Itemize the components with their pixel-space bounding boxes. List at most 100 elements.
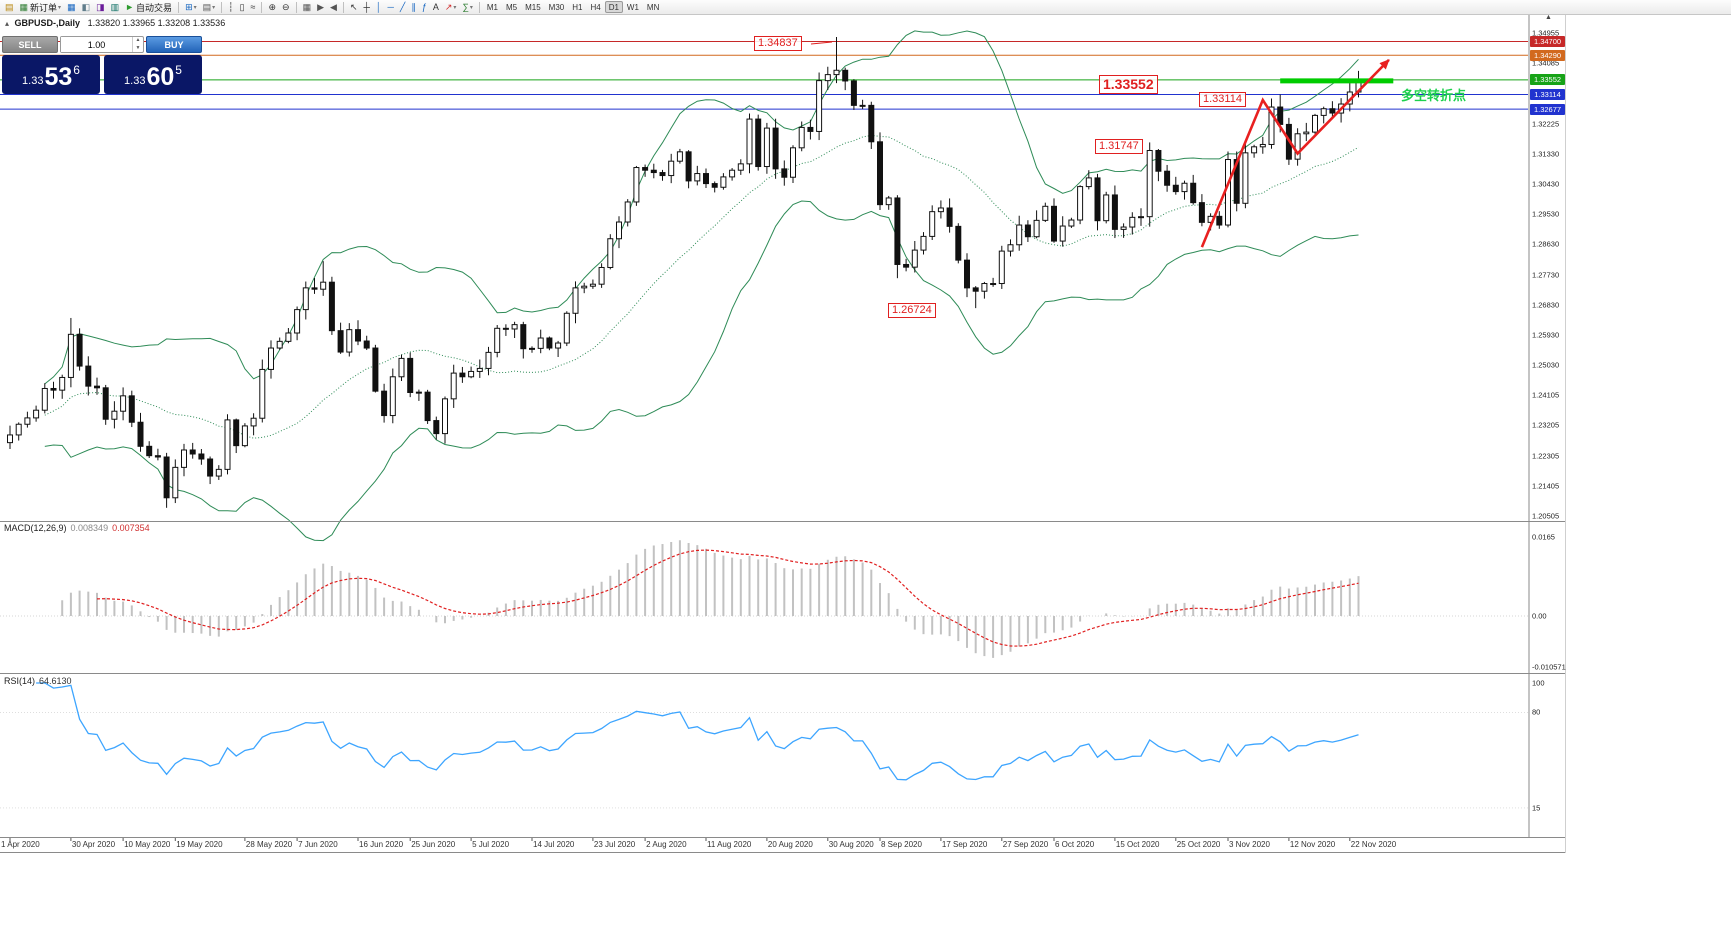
market-watch-icon: ▤: [5, 1, 14, 12]
toolbar-group: ▤ ▦ 新订单 ▾ ▦ ◧ ◨ ▥ ► 自动交易: [2, 0, 175, 14]
crosshair-icon: ┼: [363, 1, 370, 12]
channel-icon: ∥: [411, 1, 416, 12]
bar-chart-type-icon[interactable]: ┆: [225, 1, 236, 14]
horizontal-line-icon[interactable]: ─: [385, 1, 397, 14]
toolbar-separator: [342, 1, 344, 13]
candlestick-type-icon[interactable]: ▯: [237, 1, 248, 14]
zoom-in-icon: ⊕: [268, 1, 277, 12]
timeframe-h4[interactable]: H4: [590, 3, 601, 12]
data-window-icon: ◧: [81, 1, 91, 12]
line-chart-type-icon: ≈: [250, 1, 256, 12]
dropdown-arrow-icon: ▾: [453, 4, 457, 11]
symbol-period-label: GBPUSD-,Daily: [14, 18, 81, 28]
sell-price-pip: 6: [73, 63, 80, 77]
text-icon: A: [432, 1, 439, 12]
channel-icon[interactable]: ∥: [408, 1, 419, 14]
new-chart-icon: ⊞: [185, 1, 193, 12]
horizontal-line-icon: ─: [387, 1, 394, 12]
trendline-icon[interactable]: ╱: [397, 1, 408, 14]
chart-title: ▴ GBPUSD-,Daily 1.33820 1.33965 1.33208 …: [5, 18, 225, 28]
toolbar-group: ⊕ ⊖: [265, 0, 292, 14]
rsi-panel-label: RSI(14) 64.6130: [4, 676, 72, 686]
market-watch-icon[interactable]: ▤: [2, 1, 17, 14]
dropdown-arrow-icon: ▾: [469, 4, 473, 11]
toolbar-group: ▦ ▶ ◀: [300, 0, 340, 14]
timeframe-m5[interactable]: M5: [505, 3, 518, 12]
sell-price-display[interactable]: 1.33 53 6: [2, 55, 100, 94]
scale-arrow-icon: ▲: [1545, 14, 1552, 21]
line-chart-type-icon[interactable]: ≈: [248, 1, 259, 14]
vertical-line-icon: │: [375, 1, 382, 12]
terminal-icon: ▥: [110, 1, 120, 12]
timeframe-mn[interactable]: MN: [646, 3, 660, 12]
tile-windows-icon: ▦: [302, 1, 312, 12]
toolbar-separator: [178, 1, 180, 13]
buy-button[interactable]: BUY: [146, 36, 202, 53]
auto-scroll-icon: ▶: [317, 1, 325, 12]
bar-chart-type-icon: ┆: [228, 1, 234, 12]
profiles-icon[interactable]: ▤ ▾: [200, 1, 219, 14]
volume-control: ▲ ▼: [60, 36, 144, 53]
collapse-icon[interactable]: ▴: [5, 19, 10, 28]
chart-shift-icon[interactable]: ◀: [327, 1, 340, 14]
zoom-in-icon[interactable]: ⊕: [265, 1, 279, 14]
tile-windows-icon[interactable]: ▦: [300, 1, 315, 14]
timeframe-m1[interactable]: M1: [486, 3, 498, 12]
timeframe-m15[interactable]: M15: [525, 3, 541, 12]
new-order-button[interactable]: ▦ 新订单 ▾: [17, 1, 65, 14]
trendline-icon: ╱: [399, 1, 406, 12]
buy-price-display[interactable]: 1.33 60 5: [104, 55, 202, 94]
new-order-button-label: 新订单: [30, 2, 58, 13]
new-chart-icon[interactable]: ⊞ ▾: [182, 1, 200, 14]
charts-icon: ▦: [67, 1, 76, 12]
volume-down-button[interactable]: ▼: [135, 44, 141, 51]
dropdown-arrow-icon: ▾: [58, 4, 62, 11]
profiles-icon: ▤: [202, 1, 212, 12]
toolbar-group: ┆ ▯ ≈: [225, 0, 258, 14]
zoom-out-icon[interactable]: ⊖: [279, 1, 293, 14]
navigator-icon[interactable]: ◨: [93, 1, 108, 14]
timeframe-d1[interactable]: D1: [604, 1, 623, 13]
text-icon[interactable]: A: [430, 1, 442, 14]
data-window-icon[interactable]: ◧: [79, 1, 94, 14]
terminal-icon[interactable]: ▥: [108, 1, 123, 14]
autotrading-button[interactable]: ► 自动交易: [122, 1, 175, 14]
volume-input[interactable]: [61, 37, 132, 52]
toolbar-separator: [261, 1, 263, 13]
toolbar-separator: [478, 1, 480, 13]
zoom-out-icon: ⊖: [282, 1, 290, 12]
buy-price-pip: 5: [175, 63, 182, 77]
volume-up-button[interactable]: ▲: [135, 37, 141, 43]
chart-shift-icon: ◀: [330, 1, 337, 12]
timeframe-m30[interactable]: M30: [548, 3, 565, 12]
sell-price-prefix: 1.33: [22, 75, 44, 87]
crosshair-icon[interactable]: ┼: [360, 1, 372, 14]
auto-scroll-icon[interactable]: ▶: [314, 1, 327, 14]
toolbar-group: M1 M5 M15 M30 H1 H4 D1 W1 MN: [483, 0, 664, 14]
toolbar-group: ⊞ ▾ ▤ ▾: [182, 0, 218, 14]
sell-button[interactable]: SELL: [2, 36, 58, 53]
autotrading-icon: ►: [125, 1, 135, 12]
toolbar: ▤ ▦ 新订单 ▾ ▦ ◧ ◨ ▥ ► 自动交易 ⊞ ▾ ▤ ▾ ┆ ▯ ≈ ⊕ ⊖ ▦ ▶ ◀ ↖ ┼ │ ─ ╱ ∥ ƒ A ↗ ▾ ∑ ▾ M…: [0, 0, 1731, 15]
dropdown-arrow-icon: ▾: [193, 4, 197, 11]
navigator-icon: ◨: [96, 1, 105, 12]
macd-panel-label: MACD(12,26,9) 0.008349 0.007354: [4, 523, 150, 533]
ohlc-values: 1.33820 1.33965 1.33208 1.33536: [87, 18, 226, 28]
toolbar-separator: [295, 1, 297, 13]
cursor-icon[interactable]: ↖: [347, 1, 361, 14]
indicators-icon[interactable]: ∑ ▾: [459, 1, 475, 14]
buy-price-big: 60: [146, 63, 175, 91]
fibonacci-icon: ƒ: [421, 1, 427, 12]
timeframe-w1[interactable]: W1: [626, 3, 639, 12]
arrows-icon[interactable]: ↗ ▾: [442, 1, 460, 14]
vertical-line-icon[interactable]: │: [373, 1, 385, 14]
timeframe-h1[interactable]: H1: [572, 3, 583, 12]
new-order-icon: ▦: [19, 1, 29, 12]
charts-icon[interactable]: ▦: [64, 1, 79, 14]
sell-price-big: 53: [44, 63, 73, 91]
dropdown-arrow-icon: ▾: [212, 4, 216, 11]
toolbar-separator: [221, 1, 223, 13]
fibonacci-icon[interactable]: ƒ: [419, 1, 430, 14]
cursor-icon: ↖: [349, 1, 358, 12]
